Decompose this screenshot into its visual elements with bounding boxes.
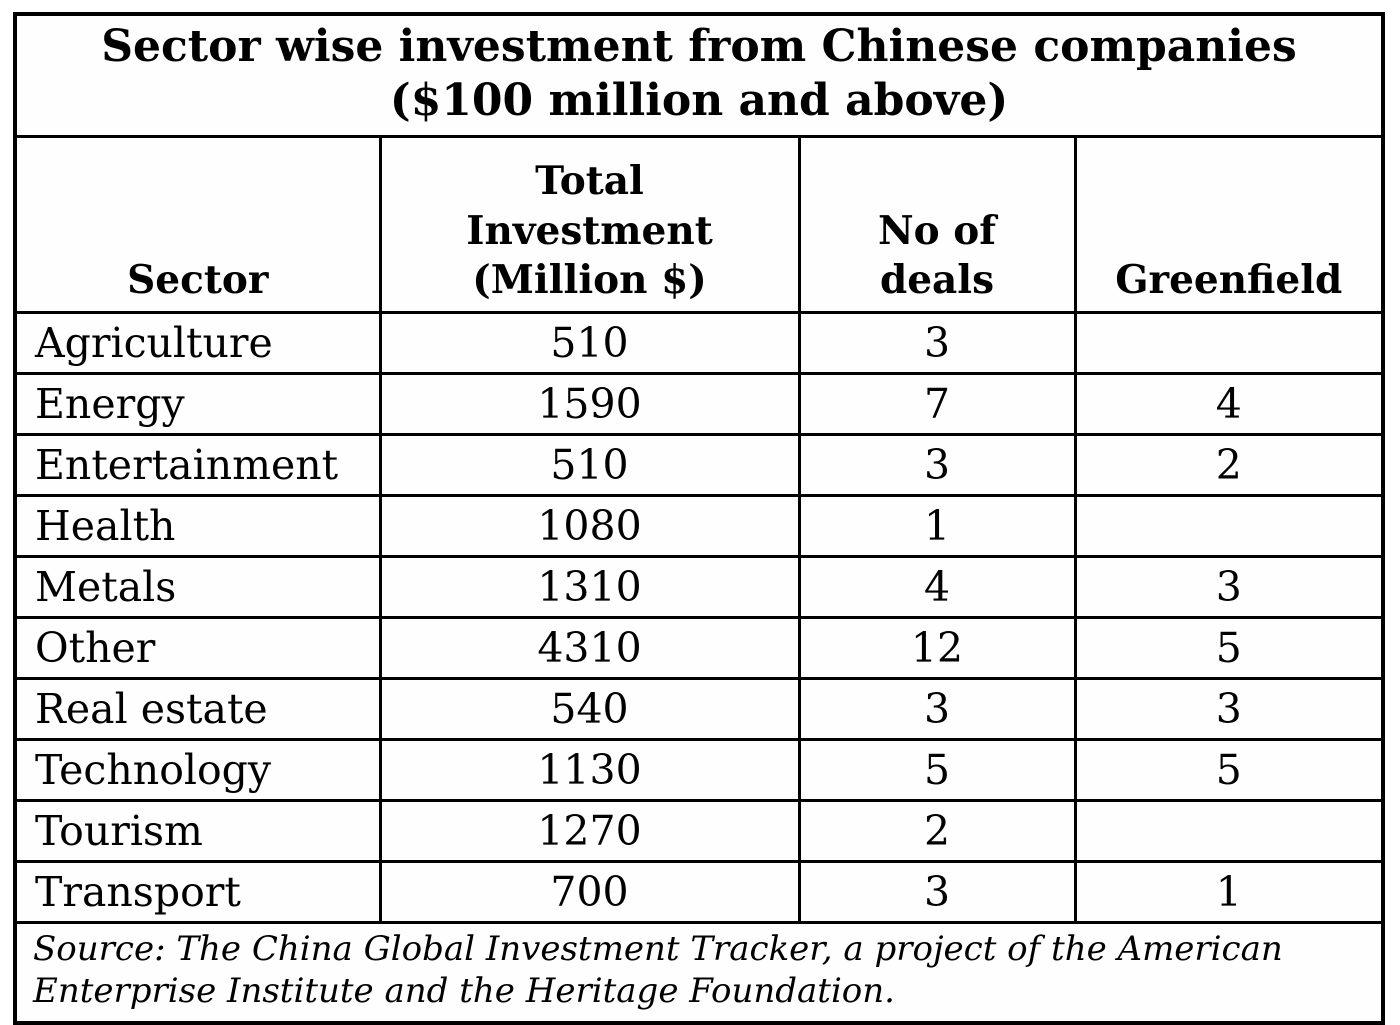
title-row: Sector wise investment from Chinese comp… [13,12,1385,139]
investment-cell: 700 [378,860,801,925]
deals-cell: 3 [797,860,1077,925]
greenfield-cell: 3 [1073,677,1385,742]
table-row: Agriculture 510 3 [13,311,1385,376]
greenfield-cell: 1 [1073,860,1385,925]
deals-cell: 3 [797,677,1077,742]
investment-cell: 1130 [378,738,801,803]
table-row: Other 4310 12 5 [13,616,1385,681]
greenfield-cell: 5 [1073,616,1385,681]
table-row: Entertainment 510 3 2 [13,433,1385,498]
sector-cell: Real estate [13,677,382,742]
sector-cell: Other [13,616,382,681]
deals-cell: 3 [797,311,1077,376]
sector-cell: Metals [13,555,382,620]
investment-cell: 510 [378,311,801,376]
table-title-line1: Sector wise investment from Chinese comp… [101,21,1297,72]
deals-cell: 2 [797,799,1077,864]
deals-cell: 3 [797,433,1077,498]
deals-cell: 7 [797,372,1077,437]
table-row: Real estate 540 3 3 [13,677,1385,742]
investment-cell: 1270 [378,799,801,864]
sector-cell: Entertainment [13,433,382,498]
greenfield-cell: 4 [1073,372,1385,437]
deals-cell: 12 [797,616,1077,681]
investment-cell: 1310 [378,555,801,620]
table-row: Health 1080 1 [13,494,1385,559]
deals-cell: 1 [797,494,1077,559]
investment-cell: 540 [378,677,801,742]
investment-table: Sector wise investment from Chinese comp… [13,12,1386,1025]
column-header-no-of-deals: No of deals [797,135,1077,315]
table-row: Transport 700 3 1 [13,860,1385,925]
deals-cell: 4 [797,555,1077,620]
sector-cell: Transport [13,860,382,925]
table-row: Tourism 1270 2 [13,799,1385,864]
deals-cell: 5 [797,738,1077,803]
investment-cell: 1080 [378,494,801,559]
table-row: Technology 1130 5 5 [13,738,1385,803]
source-note: Source: The China Global Investment Trac… [13,921,1385,1025]
table-title-line2: ($100 million and above) [389,74,1009,126]
greenfield-cell [1073,311,1385,376]
sector-cell: Energy [13,372,382,437]
source-note-line2: Enterprise Institute and the Heritage Fo… [33,970,895,1011]
greenfield-cell: 2 [1073,433,1385,498]
greenfield-cell: 3 [1073,555,1385,620]
investment-cell: 4310 [378,616,801,681]
header-row: Sector Total Investment (Million $) No o… [13,135,1385,315]
column-header-sector: Sector [13,135,382,315]
greenfield-cell [1073,494,1385,559]
column-header-total-investment: Total Investment (Million $) [378,135,801,315]
investment-cell: 1590 [378,372,801,437]
sector-cell: Tourism [13,799,382,864]
investment-cell: 510 [378,433,801,498]
sector-cell: Technology [13,738,382,803]
sector-cell: Health [13,494,382,559]
greenfield-cell: 5 [1073,738,1385,803]
source-note-line1: Source: The China Global Investment Trac… [33,929,1283,970]
sector-cell: Agriculture [13,311,382,376]
table-title: Sector wise investment from Chinese comp… [13,12,1385,139]
table-row: Metals 1310 4 3 [13,555,1385,620]
column-header-greenfield: Greenfield [1073,135,1385,315]
greenfield-cell [1073,799,1385,864]
table-row: Energy 1590 7 4 [13,372,1385,437]
source-row: Source: The China Global Investment Trac… [13,921,1385,1025]
